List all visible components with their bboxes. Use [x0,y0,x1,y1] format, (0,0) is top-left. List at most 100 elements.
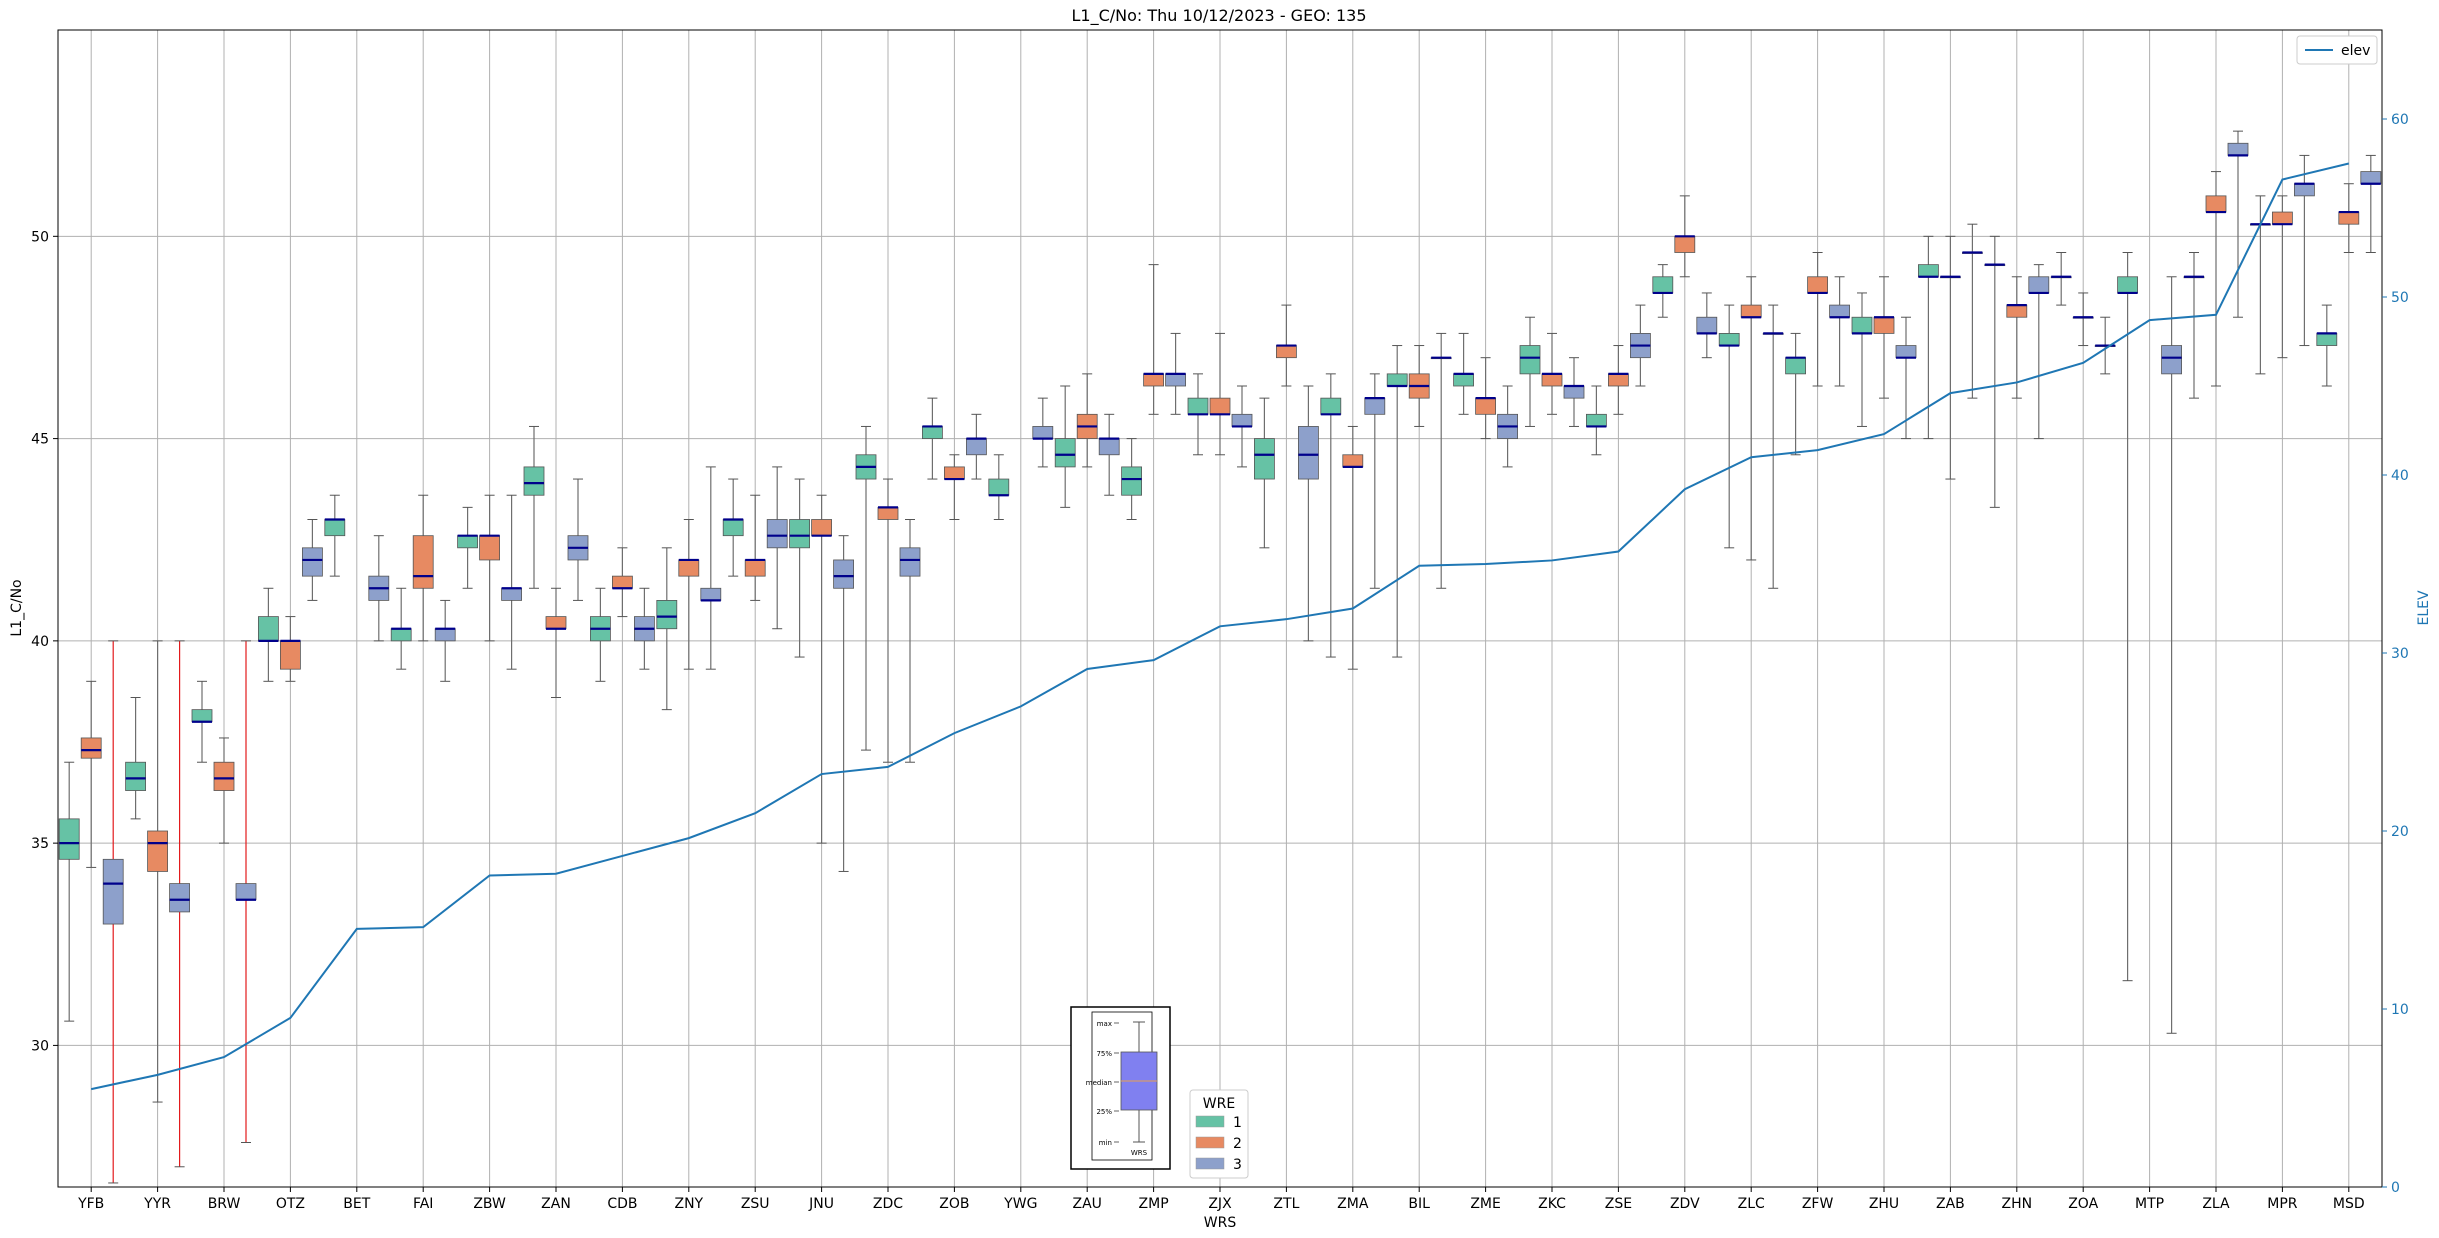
box-zhu-wre2 [1873,276,1895,399]
box-zdv-wre2 [1674,195,1696,278]
inset-label: max [1097,1020,1112,1028]
x-tick-label: ZHN [2002,1196,2033,1212]
box-iqr [1231,413,1253,427]
box-iqr [1165,373,1186,387]
y-tick-label: 40 [31,634,49,650]
box-zhn-wre2 [2006,276,2028,399]
box-iqr [1895,345,1917,359]
box-iqr [1453,373,1474,387]
box-ywg-wre3 [1032,397,1054,468]
legend-label: elev [2341,43,2370,59]
x-tick-label: ZNY [674,1196,703,1212]
box-zjx-wre2 [1209,332,1231,456]
box-iqr [700,587,722,601]
inset-label: median [1086,1079,1112,1087]
x-axis-label: WRS [1204,1215,1237,1231]
box-iqr [966,438,987,456]
box-iqr [2316,333,2338,346]
box-iqr [1298,426,1319,480]
box-ywg-wre1 [988,454,1010,520]
box-zkc-wre3 [1563,357,1585,427]
legend-wre-swatch [1195,1157,1225,1170]
box-iqr [1386,373,1408,387]
y2-tick-label: 30 [2391,646,2409,662]
box-iqr [390,628,412,642]
box-iqr [1364,397,1386,415]
box-iqr [191,709,213,723]
x-tick-label: ZHU [1869,1196,1899,1212]
x-tick-label: ZFW [1802,1196,1834,1212]
box-iqr [1873,316,1895,334]
y2-axis-label: ELEV [2416,590,2432,625]
box-iqr [2205,195,2227,213]
box-cdb-wre3 [634,587,655,670]
box-zdc-wre2 [877,478,899,763]
box-ztl-wre2 [1276,304,1297,387]
x-tick-label: BET [343,1196,370,1212]
legend-wre-label: 3 [1233,1157,1242,1173]
box-series [58,130,2382,1184]
box-msd-wre1 [2316,304,2338,387]
box-zau-wre3 [1098,413,1120,496]
x-tick-label: MSD [2333,1196,2365,1212]
x-tick-label: ZAB [1936,1196,1965,1212]
box-iqr [2227,142,2249,156]
y2-tick-label: 40 [2391,468,2409,484]
box-iqr [147,830,169,872]
box-bil-wre1 [1386,345,1408,658]
legend-wre-frame [1189,1089,1249,1179]
x-tick-label: ZMA [1337,1196,1369,1212]
y-axis-left: 30 35 40 45 50 [31,229,58,1054]
box-iqr [1807,276,1828,294]
box-iqr [1032,426,1054,439]
box-iqr [1718,333,1740,346]
box-iqr [2028,276,2050,294]
y-tick-label: 30 [31,1038,49,1054]
box-iqr [479,535,501,561]
box-iqr [1054,438,1076,468]
y-axis-right: 0 10 20 30 40 50 60 [2382,112,2409,1196]
box-otz-wre3 [301,519,323,601]
box-yfb-wre1 [58,761,80,1022]
box-zlc-wre3 [1762,304,1784,589]
box-msd-wre3 [2360,154,2382,253]
chart-title: L1_C/No: Thu 10/12/2023 - GEO: 135 [1071,6,1366,26]
box-iqr [545,616,567,630]
legend-wre-title: WRE [1203,1096,1235,1112]
x-tick-label: ZDV [1670,1196,1700,1212]
box-zmp-wre3 [1165,332,1186,415]
box-jnu-wre3 [833,535,854,872]
box-zbw-wre3 [501,494,523,670]
inset-xlabel: WRS [1131,1149,1148,1157]
box-iqr [169,883,191,913]
box-iqr [1785,357,1806,375]
box-zmp-wre2 [1143,264,1164,415]
box-zob-wre1 [922,397,943,480]
box-iqr [1851,316,1873,334]
box-zbw-wre2 [479,494,501,642]
box-zau-wre1 [1054,385,1076,508]
box-zma-wre3 [1364,373,1386,589]
box-zsu-wre1 [722,478,744,577]
box-iqr [988,478,1010,496]
box-zab-wre2 [1940,235,1961,480]
box-iqr [2161,345,2183,375]
x-tick-label: ZOA [2068,1196,2098,1212]
x-tick-label: MTP [2135,1196,2164,1212]
box-iqr [1740,304,1762,318]
box-zjx-wre3 [1231,385,1253,468]
x-tick-label: ZDC [873,1196,903,1212]
box-ztl-wre3 [1298,385,1319,642]
box-zla-wre3 [2227,130,2249,318]
x-tick-label: ZBW [473,1196,506,1212]
box-iqr [1475,397,1496,415]
box-iqr [1674,235,1696,253]
x-tick-label: ZJX [1208,1196,1232,1212]
box-zoa-wre2 [2072,292,2094,347]
y-axis-label: L1_C/No [9,579,25,636]
box-iqr [722,519,744,537]
box-iqr [1342,454,1364,468]
box-zsu-wre2 [744,494,766,601]
box-iqr [1276,345,1297,359]
box-zbw-wre1 [457,506,479,589]
